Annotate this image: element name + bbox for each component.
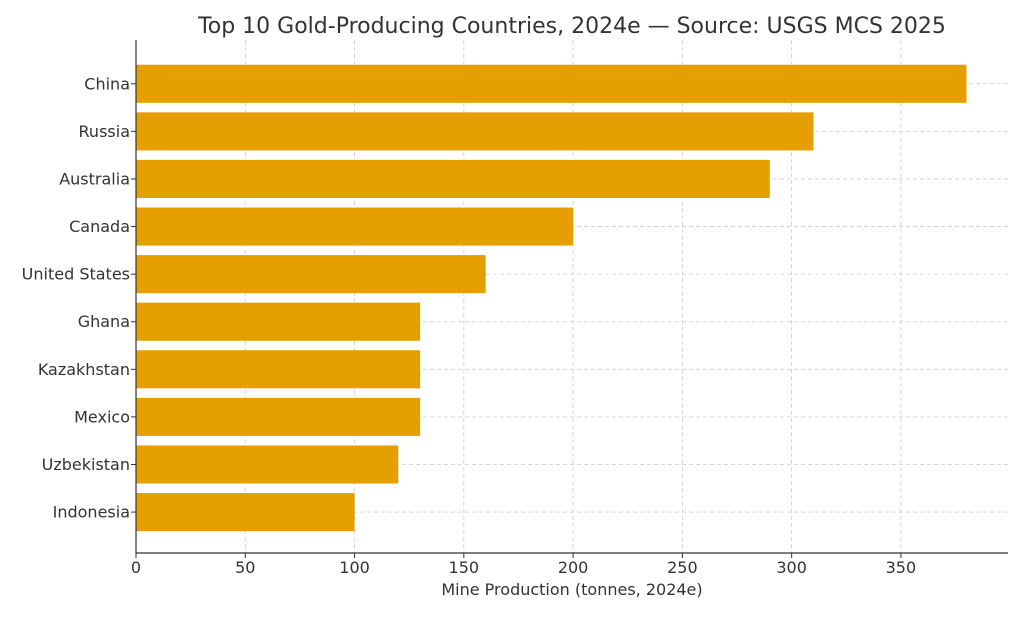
y-tick-label: Kazakhstan xyxy=(38,360,130,379)
x-tick-label: 100 xyxy=(339,558,370,577)
x-tick-label: 250 xyxy=(667,558,698,577)
x-tick-label: 200 xyxy=(558,558,589,577)
bar-mexico xyxy=(136,397,421,436)
x-tick-label: 0 xyxy=(131,558,141,577)
bar-russia xyxy=(136,112,814,151)
x-axis-label: Mine Production (tonnes, 2024e) xyxy=(441,580,702,599)
bar-indonesia xyxy=(136,493,355,532)
bar-china xyxy=(136,64,967,103)
y-tick-label: Mexico xyxy=(74,407,130,426)
x-tick-label: 150 xyxy=(449,558,480,577)
y-tick-label: Uzbekistan xyxy=(42,455,130,474)
y-tick-label: China xyxy=(84,74,130,93)
y-tick-label: Russia xyxy=(79,122,130,141)
bar-canada xyxy=(136,207,574,246)
bar-ghana xyxy=(136,302,421,341)
y-tick-label: United States xyxy=(22,265,130,284)
bar-uzbekistan xyxy=(136,445,399,484)
y-tick-label: Indonesia xyxy=(53,503,130,522)
bars xyxy=(136,64,967,532)
chart-title: Top 10 Gold-Producing Countries, 2024e —… xyxy=(197,14,946,39)
ticks: 0 50 100 150 200 250 300 350 China Russia Australi… xyxy=(22,74,917,577)
x-tick-label: 300 xyxy=(776,558,807,577)
x-tick-label: 50 xyxy=(235,558,255,577)
bar-kazakhstan xyxy=(136,350,421,389)
axes xyxy=(135,40,1008,554)
bar-united-states xyxy=(136,255,486,294)
y-tick-label: Canada xyxy=(69,217,130,236)
y-tick-label: Australia xyxy=(59,169,130,188)
bar-australia xyxy=(136,159,770,198)
x-tick-label: 350 xyxy=(886,558,917,577)
y-tick-label: Ghana xyxy=(78,312,130,331)
